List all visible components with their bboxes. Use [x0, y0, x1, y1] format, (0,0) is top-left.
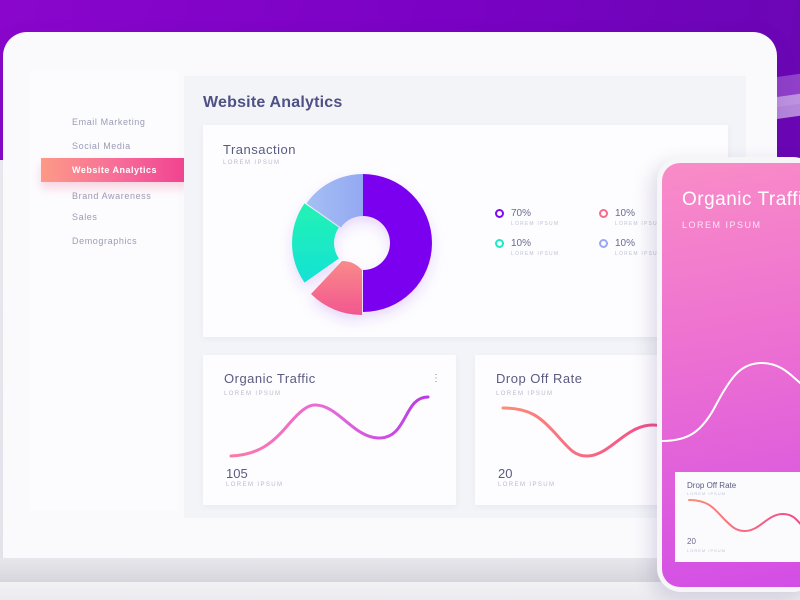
legend-label: LOREM IPSUM [615, 251, 664, 257]
phone-card-title: Drop Off Rate [687, 481, 737, 490]
card-subtitle: LOREM IPSUM [496, 391, 554, 397]
sidebar-item-social-media[interactable]: Social Media [72, 141, 131, 151]
legend-ring-icon [599, 209, 608, 218]
drop-off-rate-card: Drop Off Rate LOREM IPSUM 20 LOREM IPSUM [475, 355, 685, 505]
legend-value: 10% [511, 238, 532, 249]
phone-drop-off-card: Drop Off Rate LOREM IPSUM 20 LOREM IPSUM [675, 472, 800, 562]
legend-value: 70% [511, 208, 532, 219]
donut-slice-blue [306, 174, 363, 228]
card-title: Organic Traffic [224, 371, 316, 386]
legend-label: LOREM IPSUM [511, 221, 560, 227]
legend-ring-icon [599, 239, 608, 248]
legend-ring-icon [495, 209, 504, 218]
sidebar-item-email-marketing[interactable]: Email Marketing [72, 117, 146, 127]
stat-value: 20 [498, 466, 513, 481]
phone-subtitle: LOREM IPSUM [682, 220, 762, 230]
phone-traffic-line [662, 361, 800, 442]
card-subtitle: LOREM IPSUM [224, 391, 282, 397]
legend-label: LOREM IPSUM [511, 251, 560, 257]
transaction-card: Transaction LOREM IPSUM [203, 125, 728, 337]
phone-screen: Organic Traffic LOREM IPSUM Drop Off Rat… [662, 163, 800, 587]
stat-label: LOREM IPSUM [498, 482, 556, 488]
sidebar-item-demographics[interactable]: Demographics [72, 236, 138, 246]
card-title: Transaction [223, 142, 296, 157]
phone-title: Organic Traffic [682, 189, 800, 210]
sidebar-item-brand-awareness[interactable]: Brand Awareness [72, 191, 152, 201]
laptop-base-shadow [0, 582, 800, 600]
page-title: Website Analytics [203, 94, 343, 111]
phone-card-value: 20 [687, 537, 696, 546]
donut-chart [292, 174, 432, 316]
phone-card-subtitle: LOREM IPSUM [687, 491, 727, 496]
stat-label: LOREM IPSUM [226, 482, 284, 488]
more-vertical-icon[interactable]: ⋮ [431, 373, 441, 384]
sidebar-item-website-analytics[interactable]: Website Analytics [41, 158, 188, 182]
phone-drop-off-line [688, 499, 800, 533]
donut-slice-pink [311, 261, 362, 316]
card-title: Drop Off Rate [496, 371, 583, 386]
legend-value: 10% [615, 208, 636, 219]
organic-traffic-card: Organic Traffic LOREM IPSUM ⋮ 105 LOREM … [203, 355, 456, 505]
stat-value: 105 [226, 466, 248, 481]
legend-label: LOREM IPSUM [615, 221, 664, 227]
donut-slice-teal [292, 203, 339, 283]
donut-slice-purple [363, 174, 432, 312]
sidebar: Email Marketing Social Media Brand Aware… [30, 70, 178, 510]
sidebar-item-sales[interactable]: Sales [72, 212, 98, 222]
legend-value: 10% [615, 238, 636, 249]
phone-card-value-label: LOREM IPSUM [687, 548, 727, 553]
organic-traffic-line [229, 395, 430, 458]
card-subtitle: LOREM IPSUM [223, 160, 281, 166]
legend-ring-icon [495, 239, 504, 248]
